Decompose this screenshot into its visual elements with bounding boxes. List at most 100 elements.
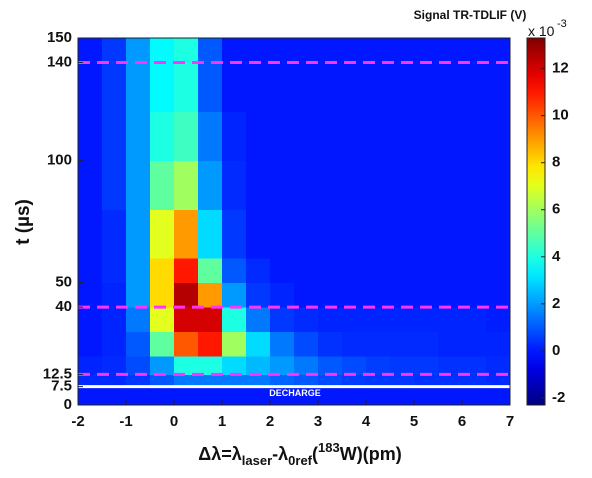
heat-cell [126,209,151,259]
heat-cell [174,258,199,284]
heat-cell [246,111,271,161]
heat-cell [366,356,391,375]
heat-cell [102,258,127,284]
heat-cell [438,209,463,259]
heat-cell [150,62,175,112]
heat-cell [438,386,463,406]
heat-cell [270,331,295,357]
heat-cell [150,307,175,333]
heat-cell [414,62,439,112]
heat-cell [438,374,463,388]
heat-cell [366,374,391,388]
heat-cell [102,62,127,112]
x-tick-label: 6 [458,413,466,430]
heat-cell [102,209,127,259]
heat-cell [486,62,511,112]
heat-cell [294,331,319,357]
x-label-part: -λ [272,444,288,464]
heat-cell [390,160,415,210]
heat-cell [414,111,439,161]
y-tick-label: 12.5 [43,365,72,382]
heat-cell [198,386,223,406]
heat-cell [294,160,319,210]
heat-cell [366,62,391,112]
heat-cell [78,62,103,112]
heat-cell [222,307,247,333]
heat-cell [438,331,463,357]
x-label-part: ( [312,444,318,464]
heat-cell [294,374,319,388]
plot-frame [77,37,511,406]
heat-cell [342,38,367,63]
heat-cell [438,258,463,284]
colorbar-tick-label: 6 [552,201,560,218]
heat-cell [222,386,247,406]
heat-cell [462,209,487,259]
x-tick-label: 1 [218,413,226,430]
heat-cell [366,307,391,333]
heat-cell [414,209,439,259]
heat-cell [150,209,175,259]
heat-cell [390,331,415,357]
x-label-part: W)(pm) [340,444,402,464]
colorbar-tick-label: 10 [552,107,569,124]
heat-cell [342,331,367,357]
heat-cell [198,258,223,284]
heat-cell [486,160,511,210]
heat-cell [342,160,367,210]
heat-cell [150,331,175,357]
heat-cell [126,386,151,406]
heat-cell [102,160,127,210]
heat-cell [366,160,391,210]
heat-cell [198,111,223,161]
heat-cell [126,258,151,284]
heat-cell [318,374,343,388]
heat-cell [222,374,247,388]
heat-cell [222,258,247,284]
heat-cell [438,38,463,63]
heat-cell [270,111,295,161]
heat-cell [486,331,511,357]
heat-cell [390,386,415,406]
heat-cell [318,111,343,161]
y-tick-label: 0 [64,396,72,413]
heat-cell [366,209,391,259]
y-tick-label: 50 [55,274,72,291]
heat-cell [462,374,487,388]
heat-cell [222,38,247,63]
heat-cell [270,258,295,284]
heat-cell [342,307,367,333]
heat-cell [78,386,103,406]
heat-cell [222,62,247,112]
heat-cell [366,258,391,284]
heat-cell [174,282,199,308]
heat-cell [150,386,175,406]
heat-cell [102,307,127,333]
heat-cell [78,38,103,63]
heat-cell [150,38,175,63]
colorbar-multiplier: x 10 [528,23,555,39]
heat-cell [390,374,415,388]
heat-cell [414,307,439,333]
heat-cell [150,282,175,308]
heat-cell [102,386,127,406]
heat-cell [198,282,223,308]
heat-cell [150,374,175,388]
heat-cell [270,374,295,388]
heat-cell [414,38,439,63]
heat-cell [78,160,103,210]
heat-cell [78,307,103,333]
heat-cell [174,356,199,375]
heat-cell [198,331,223,357]
heat-cell [198,307,223,333]
heat-cell [414,160,439,210]
heat-cell [294,307,319,333]
heat-cell [198,374,223,388]
heat-cell [294,356,319,375]
x-tick-label: 5 [410,413,418,430]
heat-cell [318,331,343,357]
heat-cell [462,282,487,308]
heat-cell [126,38,151,63]
heat-cell [174,111,199,161]
